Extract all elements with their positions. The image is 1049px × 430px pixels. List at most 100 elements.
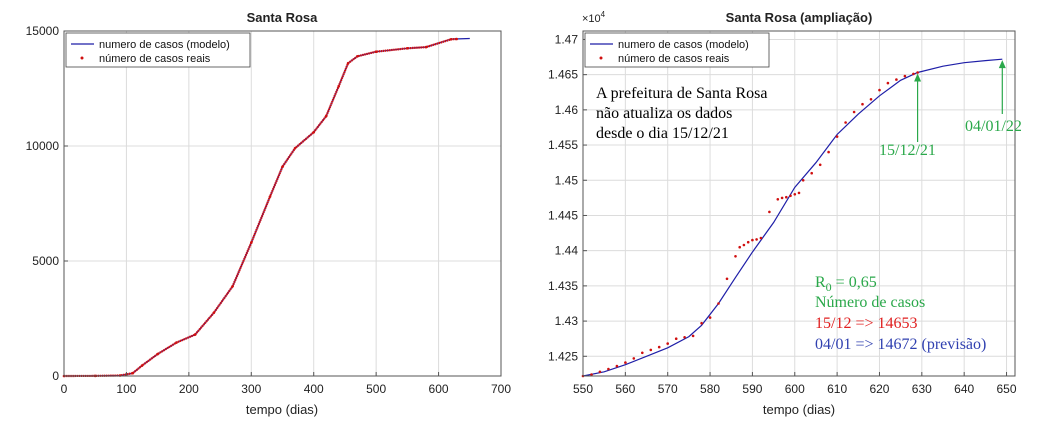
data-point-reais — [250, 241, 253, 244]
data-point-reais — [615, 364, 619, 368]
left-grid — [63, 30, 502, 377]
data-point-reais — [708, 316, 712, 319]
x-tick-label: 630 — [912, 382, 932, 396]
annotation-date-0401: 04/01/22 — [965, 118, 1022, 135]
legend-box — [65, 32, 251, 68]
annotation-date-1512: 15/12/21 — [879, 142, 936, 159]
annotation-arrow-head — [914, 73, 922, 82]
data-point-reais — [844, 121, 847, 124]
left-title: Santa Rosa — [247, 10, 319, 25]
left-y-ticks: 0 5000 10000 15000 — [26, 24, 68, 383]
data-point-reais — [406, 47, 409, 50]
x-tick-label: 640 — [954, 382, 974, 396]
chart-left: Santa Rosa 0 100 200 300 400 500 600 700 0 5000 1… — [26, 10, 512, 417]
data-point-reais — [725, 277, 729, 281]
data-point-reais — [852, 110, 856, 114]
annotation-arrow-head — [998, 60, 1006, 69]
data-point-reais — [768, 210, 771, 214]
annotation-num-casos: Número de casos — [815, 294, 925, 311]
annotation-r0-rest: = 0,65 — [832, 274, 877, 291]
left-plot-frame — [63, 30, 502, 377]
x-tick-label: 0 — [61, 382, 68, 396]
data-point-reais — [346, 61, 350, 65]
y-tick-label: 1.425 — [548, 349, 578, 363]
annotation-r0-base: R — [815, 274, 826, 291]
data-point-reais — [916, 71, 919, 74]
data-point-reais — [231, 285, 234, 288]
x-tick-label: 650 — [997, 382, 1017, 396]
legend-label: número de casos reais — [99, 53, 211, 65]
data-point-reais — [903, 74, 907, 78]
data-point-reais — [624, 361, 627, 364]
x-tick-label: 600 — [785, 382, 805, 396]
data-point-reais — [598, 370, 602, 374]
data-point-reais — [156, 352, 159, 356]
y-tick-label: 1.465 — [548, 68, 578, 82]
data-point-reais — [861, 102, 864, 106]
data-point-reais — [281, 165, 284, 168]
x-tick-label: 500 — [366, 382, 386, 396]
data-point-reais — [641, 351, 644, 355]
data-point-reais — [746, 240, 750, 244]
annotation-r0: R0 = 0,65 — [815, 274, 877, 294]
data-point-reais — [776, 198, 780, 201]
data-point-reais — [895, 78, 898, 81]
annotation-note-line3: desde o dia 15/12/21 — [596, 125, 729, 142]
y-tick-label: 1.445 — [548, 208, 578, 222]
data-point-reais — [449, 38, 453, 41]
data-point-reais — [789, 194, 792, 198]
y-tick-label: 1.435 — [548, 279, 578, 293]
data-point-reais — [632, 357, 636, 360]
left-series — [62, 37, 470, 378]
x-tick-label: 700 — [491, 382, 511, 396]
data-point-reais — [755, 238, 758, 241]
data-point-reais — [193, 333, 197, 336]
legend-swatch-point — [80, 56, 84, 60]
right-series — [581, 58, 1003, 378]
x-tick-label: 590 — [742, 382, 762, 396]
right-y-exponent-power: 4 — [601, 10, 606, 19]
y-tick-label: 5000 — [32, 254, 59, 268]
annotation-1512-value: 15/12 => 14653 — [815, 315, 918, 332]
right-y-exponent: ×104 — [582, 10, 606, 25]
data-point-reais — [657, 345, 661, 349]
y-tick-label: 1.44 — [555, 244, 579, 258]
data-point-reais — [810, 171, 813, 175]
right-xlabel: tempo (dias) — [763, 402, 835, 417]
data-point-reais — [293, 147, 297, 150]
x-tick-label: 600 — [429, 382, 449, 396]
y-tick-label: 1.43 — [555, 314, 579, 328]
left-x-ticks: 0 100 200 300 400 500 600 700 — [61, 372, 511, 396]
data-point-reais — [742, 243, 746, 247]
data-point-reais — [590, 373, 593, 376]
y-tick-label: 1.46 — [555, 103, 579, 117]
data-point-reais — [738, 245, 741, 249]
data-point-reais — [337, 84, 341, 88]
data-point-reais — [683, 336, 686, 339]
data-point-reais — [674, 337, 678, 341]
legend-swatch-point — [599, 56, 603, 60]
y-tick-label: 0 — [52, 369, 59, 383]
data-point-reais — [759, 236, 763, 240]
right-plot-frame — [582, 30, 1016, 377]
y-tick-label: 1.455 — [548, 138, 578, 152]
annotation-note-line2: não atualiza os dados — [596, 105, 732, 122]
data-point-reais — [268, 195, 272, 198]
data-point-reais — [797, 191, 801, 195]
legend-label: número de casos reais — [618, 53, 730, 65]
annotation-arrows — [914, 60, 1006, 142]
data-point-reais — [140, 364, 144, 367]
annotation-note-line1: A prefeitura de Santa Rosa — [596, 85, 768, 102]
right-y-ticks: 1.425 1.43 1.435 1.44 1.445 1.45 1.455 1.46 1.46… — [548, 32, 587, 363]
x-tick-label: 550 — [573, 382, 593, 396]
data-point-reais — [869, 98, 873, 101]
data-point-reais — [649, 348, 653, 352]
legend-box — [584, 32, 770, 68]
left-legend: numero de casos (modelo) número de casos … — [65, 32, 251, 68]
series-line-modelo — [63, 37, 470, 377]
data-point-reais — [734, 254, 737, 258]
data-point-reais — [878, 88, 881, 92]
legend-label: numero de casos (modelo) — [618, 39, 749, 51]
annotation-0401-forecast: 04/01 => 14672 (previsão) — [815, 336, 986, 353]
